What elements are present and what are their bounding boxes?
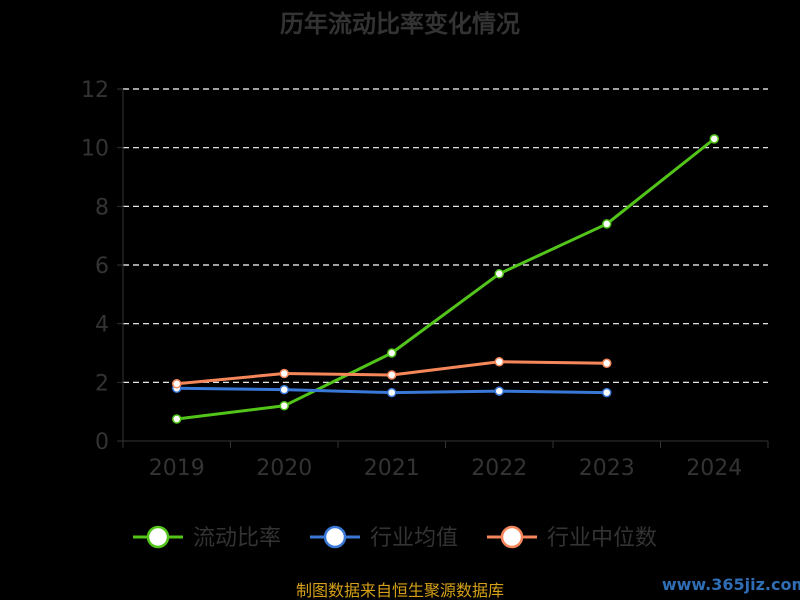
x-tick-label: 2023: [579, 456, 635, 481]
legend-label: 行业中位数: [547, 526, 657, 551]
legend-label: 行业均值: [370, 526, 458, 551]
series-layer: [172, 134, 719, 424]
data-point[interactable]: [709, 134, 719, 144]
data-point[interactable]: [602, 358, 612, 369]
data-point[interactable]: [279, 384, 289, 395]
data-point[interactable]: [494, 386, 504, 396]
y-tick-label: 6: [95, 254, 109, 279]
data-point[interactable]: [387, 348, 397, 358]
data-point[interactable]: [387, 387, 397, 398]
legend-item-1[interactable]: 行业均值: [310, 525, 458, 551]
legend[interactable]: 流动比率 行业均值 行业中位数: [133, 525, 657, 551]
legend-item-2[interactable]: 行业中位数: [487, 525, 657, 551]
x-tick-label: 2020: [256, 456, 312, 481]
legend-marker: [500, 525, 524, 549]
series-1: [172, 383, 612, 398]
x-axis-ticks: 2019 2020 2021 2022 2023 2024: [122, 441, 769, 481]
series-line: [176, 137, 716, 421]
legend-marker: [146, 525, 170, 549]
y-tick-label: 10: [81, 137, 109, 162]
x-tick-label: 2021: [364, 456, 420, 481]
data-point[interactable]: [602, 219, 612, 229]
data-point[interactable]: [602, 387, 612, 398]
source-note: 制图数据来自恒生聚源数据库: [296, 581, 504, 600]
watermark: www.365jiz.com: [662, 575, 800, 594]
y-tick-label: 12: [81, 78, 109, 103]
y-axis-ticks: 0 2 4 6 8 10 12: [81, 78, 123, 455]
legend-item-0[interactable]: 流动比率: [133, 525, 281, 551]
legend-marker: [323, 525, 347, 549]
data-point[interactable]: [494, 269, 504, 279]
x-tick-label: 2022: [471, 456, 527, 481]
data-point[interactable]: [172, 414, 182, 424]
data-point[interactable]: [279, 368, 289, 379]
x-tick-label: 2019: [149, 456, 205, 481]
data-point[interactable]: [387, 370, 397, 380]
series-0: [172, 134, 719, 424]
chart-title: 历年流动比率变化情况: [280, 10, 520, 38]
grid-lines: [123, 88, 768, 383]
series-2: [172, 357, 612, 389]
legend-label: 流动比率: [193, 526, 281, 551]
data-point[interactable]: [172, 379, 182, 389]
y-tick-label: 2: [95, 371, 109, 396]
data-point[interactable]: [494, 357, 504, 367]
y-tick-label: 4: [95, 313, 109, 338]
x-tick-label: 2024: [686, 456, 742, 481]
data-point[interactable]: [279, 401, 289, 411]
y-tick-label: 8: [95, 195, 109, 220]
y-tick-label: 0: [95, 430, 109, 455]
